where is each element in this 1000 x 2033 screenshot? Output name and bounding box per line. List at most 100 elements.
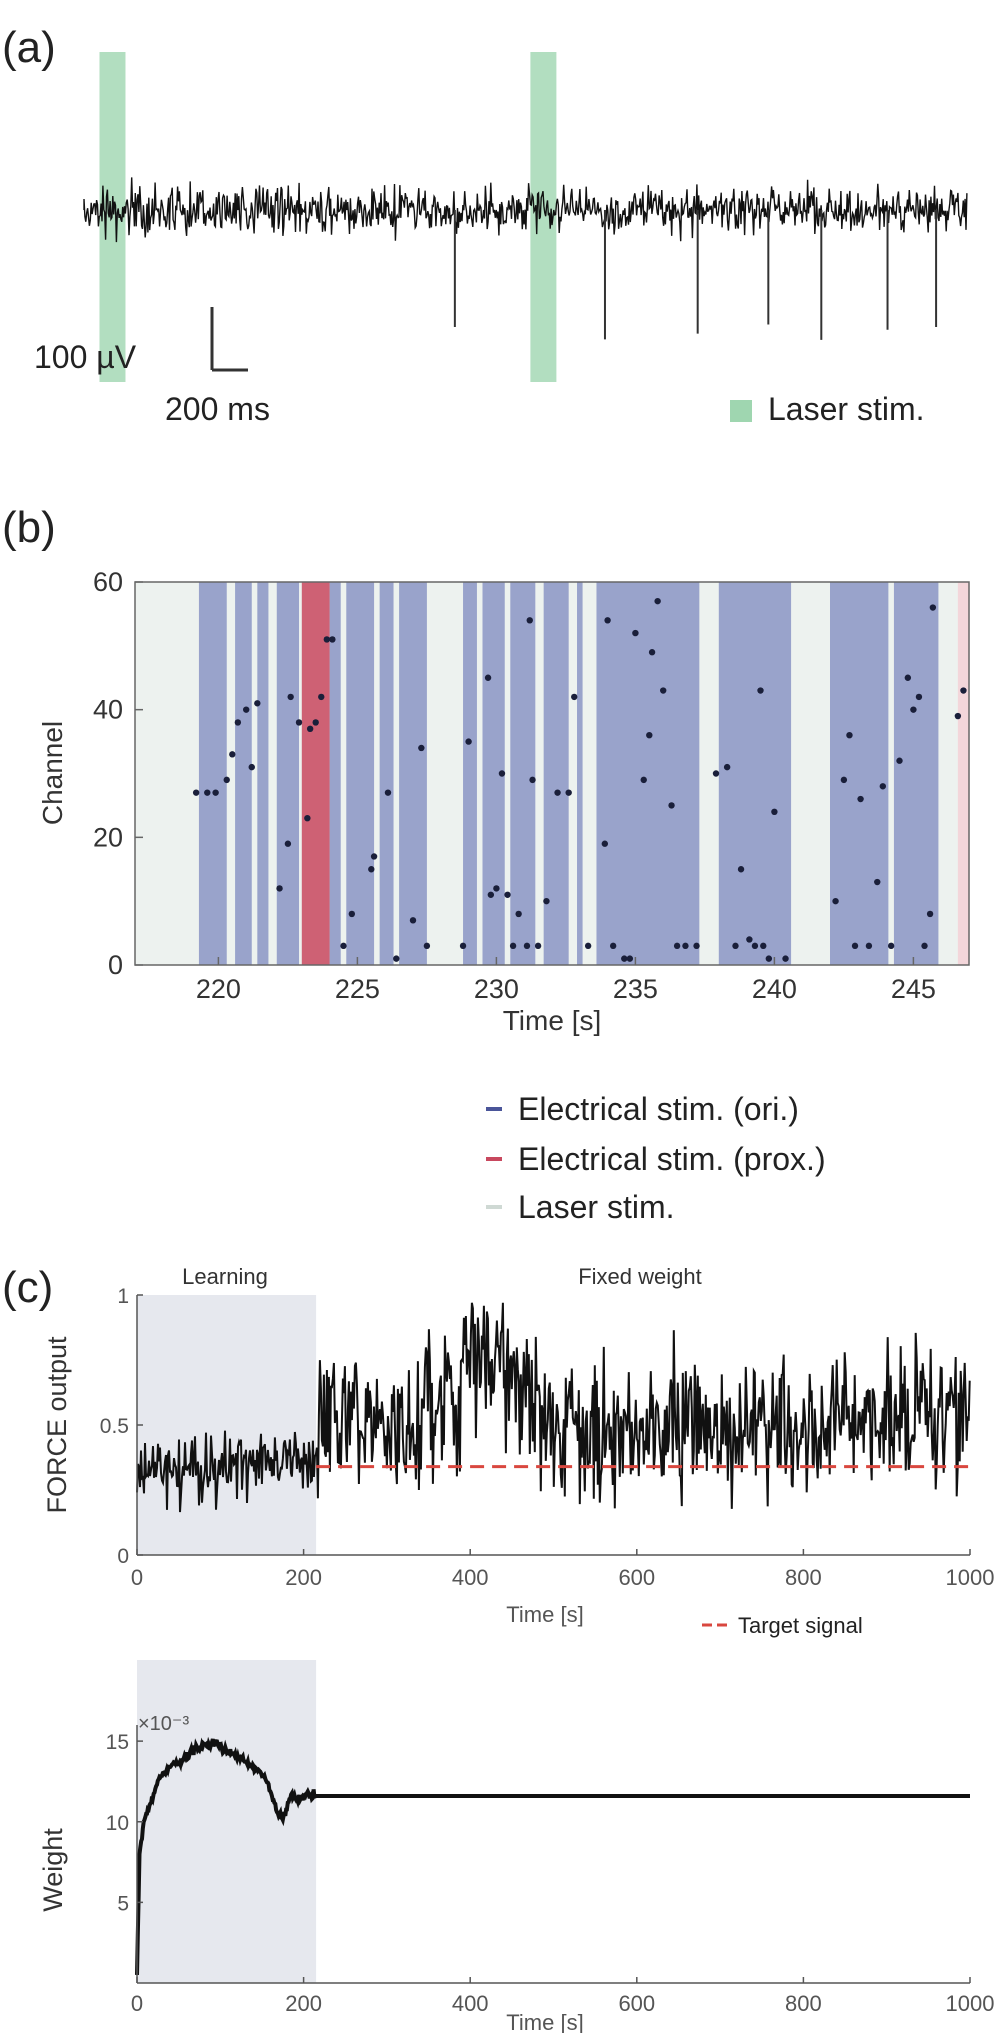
spike-point (765, 955, 773, 962)
x-tick-label: 200 (285, 1991, 322, 2016)
spike-point (626, 955, 634, 962)
weight-line (135, 1736, 970, 1975)
spike-point (632, 629, 639, 637)
spike-point (306, 725, 314, 733)
spike-point (487, 891, 495, 898)
force-output-line (136, 1302, 971, 1513)
panel-b-label: (b) (2, 503, 56, 552)
x-tick-label: 1000 (946, 1565, 995, 1590)
panel-b-ylabel: Channel (37, 721, 68, 825)
x-tick-label: 600 (618, 1565, 655, 1590)
spike-point (493, 885, 500, 892)
spike-point (204, 789, 211, 796)
panel-a: (a) 100 µV 200 ms Laser stim. (0, 0, 1000, 470)
electrical-stim-ori-band (329, 582, 341, 965)
spike-point (904, 674, 912, 681)
panel-b: (b) 220 225 230 235 240 245 0 20 40 60 Time [s] … (0, 480, 1000, 1230)
panel-b-legend: Electrical stim. (ori.) Electrical stim.… (486, 1091, 826, 1225)
electrical-stim-prox-band (301, 582, 330, 965)
weight-ylabel: Weight (38, 1828, 68, 1912)
spike-point (609, 942, 617, 950)
spike-point (648, 649, 656, 656)
spike-point (857, 795, 864, 803)
spike-point (348, 910, 356, 918)
legend-label-target: Target signal (738, 1613, 863, 1638)
panel-c-label: (c) (2, 1263, 53, 1312)
x-tick-label: 245 (891, 974, 936, 1004)
panel-c: (c) Learning Fixed weight 0 200 400 600 800 1… (0, 1240, 1000, 1660)
spike-point (498, 770, 506, 777)
y-tick-label: 0 (117, 1545, 129, 1568)
electrical-stim-ori-band (543, 582, 569, 965)
spike-point (865, 942, 873, 950)
spike-point (323, 636, 331, 643)
panel-c-legend: Target signal (702, 1613, 863, 1638)
electrical-stim-ori-band (257, 582, 269, 965)
spike-point (737, 866, 745, 873)
scale-bar-voltage-label: 100 µV (34, 339, 137, 375)
learning-region (137, 1295, 317, 1555)
spike-point (723, 763, 731, 771)
electrical-stim-ori-band (830, 582, 889, 965)
electrical-stim-ori-band (718, 582, 792, 965)
spike-point (295, 719, 303, 726)
spike-point (771, 808, 778, 815)
spike-point (732, 942, 739, 950)
spike-point (921, 942, 928, 950)
spike-point (543, 897, 550, 905)
spike-point (668, 802, 675, 809)
panel-c-chart: (c) Learning Fixed weight 0 200 400 600 800 1… (2, 1263, 995, 1638)
scale-bar: 100 µV 200 ms (34, 307, 270, 427)
x-tick-label: 600 (618, 1991, 655, 2016)
electrical-stim-ori-band (463, 582, 477, 965)
spike-point (621, 955, 628, 962)
spike-point (423, 942, 431, 950)
spike-point (248, 763, 255, 771)
x-tick-label: 200 (285, 1565, 322, 1590)
spike-point (601, 840, 609, 847)
spike-point (393, 955, 400, 962)
spike-point (370, 853, 378, 860)
spike-point (243, 706, 250, 713)
spike-point (751, 942, 759, 950)
spike-point (229, 751, 236, 758)
weight-chart: ×10⁻³ 0 200 400 600 800 1000 5 10 15 Time [s] W… (38, 1660, 994, 2033)
spike-point (954, 712, 962, 720)
panel-c-ylabel: FORCE output (42, 1336, 72, 1514)
electrical-stim-ori-band (893, 582, 939, 965)
spike-point (693, 942, 700, 950)
spike-point (673, 942, 681, 950)
spike-point (910, 706, 917, 713)
spike-point (846, 732, 853, 739)
spike-point (712, 770, 720, 777)
x-tick-label: 230 (474, 974, 519, 1004)
y-tick-label: 0.5 (100, 1415, 129, 1438)
x-tick-label: 240 (752, 974, 797, 1004)
panel-c-xlabel: Time [s] (506, 1602, 583, 1627)
voltage-trace (83, 177, 968, 243)
x-tick-label: 235 (613, 974, 658, 1004)
spike-point (604, 617, 611, 624)
spike-point (926, 910, 934, 918)
spike-point (640, 776, 647, 784)
spike-point (384, 789, 392, 796)
spike-point (212, 789, 219, 796)
electrical-stim-ori-band (596, 582, 700, 965)
panel-b-axes-frame (134, 581, 970, 966)
spike-point (526, 617, 533, 624)
spike-point (465, 738, 472, 745)
x-tick-label: 0 (131, 1991, 143, 2016)
x-tick-label: 800 (785, 1991, 822, 2016)
x-tick-label: 0 (131, 1565, 143, 1590)
spike-point (234, 719, 242, 726)
spike-point (760, 942, 767, 950)
spike-point (192, 789, 200, 796)
spike-point (312, 719, 319, 726)
spike-point (529, 776, 536, 784)
spike-point (523, 942, 531, 950)
electrical-stim-ori-band (198, 582, 227, 965)
spike-point (782, 955, 789, 962)
electrical-stim-ori-band (379, 582, 394, 965)
electrical-stim-prox-band (957, 582, 969, 965)
